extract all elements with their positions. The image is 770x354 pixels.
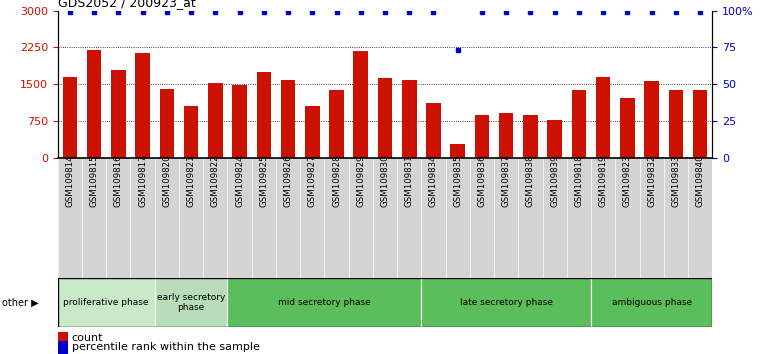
Bar	[591, 278, 712, 327]
Bar	[62, 77, 77, 158]
Bar	[353, 51, 368, 158]
Bar	[474, 115, 489, 158]
Bar	[184, 105, 199, 158]
Bar	[87, 50, 102, 158]
Bar	[402, 80, 417, 158]
Bar	[499, 113, 514, 158]
Bar	[227, 278, 421, 327]
Bar	[281, 80, 296, 158]
Bar	[421, 278, 591, 327]
Bar	[136, 53, 150, 158]
Bar	[523, 115, 537, 158]
Text: GDS2052 / 200923_at: GDS2052 / 200923_at	[58, 0, 196, 10]
Text: other ▶: other ▶	[2, 298, 38, 308]
Text: count: count	[72, 333, 103, 343]
Bar	[378, 78, 392, 158]
Bar	[155, 278, 227, 327]
Bar	[330, 90, 343, 158]
Text: ambiguous phase: ambiguous phase	[611, 298, 691, 307]
Bar	[547, 120, 562, 158]
Bar	[668, 90, 683, 158]
Text: percentile rank within the sample: percentile rank within the sample	[72, 342, 259, 352]
Bar	[208, 83, 223, 158]
Bar	[256, 72, 271, 158]
Bar	[305, 106, 320, 158]
Bar	[233, 85, 247, 158]
Text: proliferative phase: proliferative phase	[63, 298, 149, 307]
Bar	[596, 77, 611, 158]
Text: mid secretory phase: mid secretory phase	[278, 298, 371, 307]
Text: early secretory
phase: early secretory phase	[157, 293, 226, 312]
Bar	[159, 90, 174, 158]
Bar	[450, 144, 465, 158]
Bar	[427, 103, 440, 158]
Text: late secretory phase: late secretory phase	[460, 298, 553, 307]
Bar	[693, 90, 708, 158]
Bar	[111, 70, 126, 158]
Bar	[58, 278, 155, 327]
Bar	[571, 90, 586, 158]
Bar	[644, 81, 659, 158]
Bar	[620, 98, 634, 158]
